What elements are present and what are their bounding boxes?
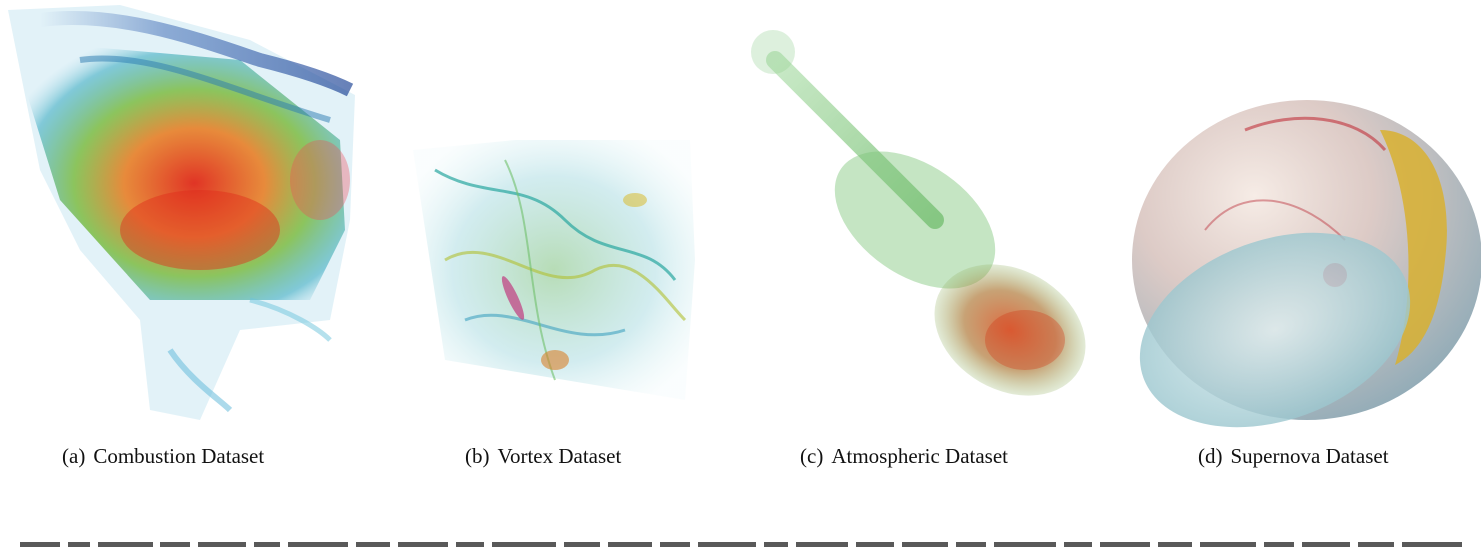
caption-a: (a) Combustion Dataset xyxy=(62,444,264,469)
caption-a-tag: (a) xyxy=(62,444,86,468)
caption-d-tag: (d) xyxy=(1198,444,1223,468)
vortex-render xyxy=(405,0,705,430)
combustion-render xyxy=(0,0,370,430)
caption-b: (b) Vortex Dataset xyxy=(465,444,621,469)
caption-d: (d) Supernova Dataset xyxy=(1198,444,1389,469)
caption-b-tag: (b) xyxy=(465,444,490,468)
caption-a-text: Combustion Dataset xyxy=(93,444,265,468)
caption-c: (c) Atmospheric Dataset xyxy=(800,444,1008,469)
caption-b-text: Vortex Dataset xyxy=(497,444,622,468)
atmospheric-render xyxy=(745,0,1100,430)
caption-c-tag: (c) xyxy=(800,444,824,468)
supernova-render xyxy=(1125,0,1481,430)
caption-c-text: Atmospheric Dataset xyxy=(831,444,1009,468)
cropped-text-line xyxy=(0,530,1481,547)
caption-d-text: Supernova Dataset xyxy=(1230,444,1389,468)
